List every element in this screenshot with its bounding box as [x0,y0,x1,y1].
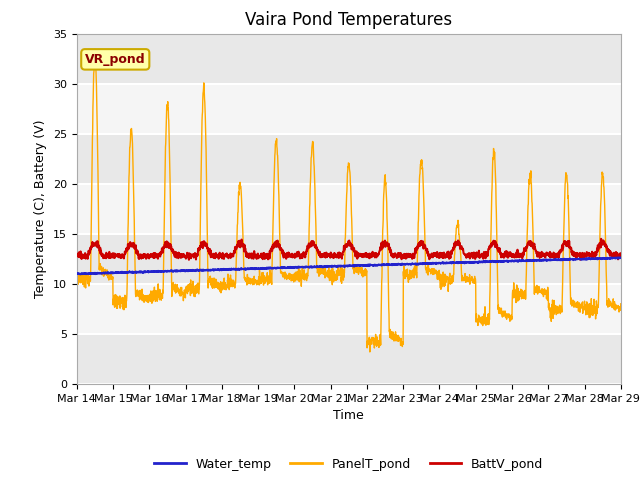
Text: VR_pond: VR_pond [85,53,145,66]
Bar [77,84,621,134]
Bar [77,334,621,384]
Bar [77,134,621,184]
Legend: Water_temp, PanelT_pond, BattV_pond: Water_temp, PanelT_pond, BattV_pond [149,453,548,476]
Y-axis label: Temperature (C), Battery (V): Temperature (C), Battery (V) [35,120,47,298]
X-axis label: Time: Time [333,409,364,422]
Bar [77,234,621,284]
Bar [77,34,621,84]
Bar [77,284,621,334]
Bar [77,184,621,234]
Title: Vaira Pond Temperatures: Vaira Pond Temperatures [245,11,452,29]
